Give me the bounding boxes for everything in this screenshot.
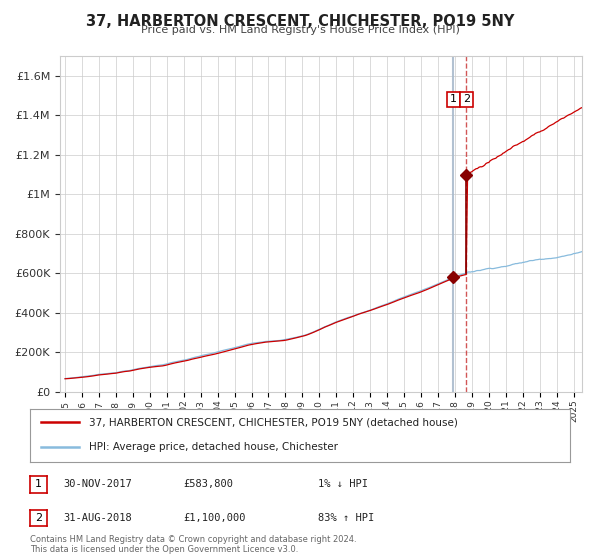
Text: 30-NOV-2017: 30-NOV-2017 bbox=[63, 479, 132, 489]
Text: 1: 1 bbox=[35, 479, 42, 489]
Text: HPI: Average price, detached house, Chichester: HPI: Average price, detached house, Chic… bbox=[89, 442, 338, 452]
Text: This data is licensed under the Open Government Licence v3.0.: This data is licensed under the Open Gov… bbox=[30, 545, 298, 554]
Text: Contains HM Land Registry data © Crown copyright and database right 2024.: Contains HM Land Registry data © Crown c… bbox=[30, 535, 356, 544]
Text: 2: 2 bbox=[463, 95, 470, 105]
Text: Price paid vs. HM Land Registry's House Price Index (HPI): Price paid vs. HM Land Registry's House … bbox=[140, 25, 460, 35]
Text: 1% ↓ HPI: 1% ↓ HPI bbox=[318, 479, 368, 489]
Text: £1,100,000: £1,100,000 bbox=[183, 513, 245, 523]
Text: 1: 1 bbox=[450, 95, 457, 105]
Text: 31-AUG-2018: 31-AUG-2018 bbox=[63, 513, 132, 523]
Text: 37, HARBERTON CRESCENT, CHICHESTER, PO19 5NY: 37, HARBERTON CRESCENT, CHICHESTER, PO19… bbox=[86, 14, 514, 29]
Text: 83% ↑ HPI: 83% ↑ HPI bbox=[318, 513, 374, 523]
Text: £583,800: £583,800 bbox=[183, 479, 233, 489]
Text: 37, HARBERTON CRESCENT, CHICHESTER, PO19 5NY (detached house): 37, HARBERTON CRESCENT, CHICHESTER, PO19… bbox=[89, 417, 458, 427]
Text: 2: 2 bbox=[35, 513, 42, 523]
